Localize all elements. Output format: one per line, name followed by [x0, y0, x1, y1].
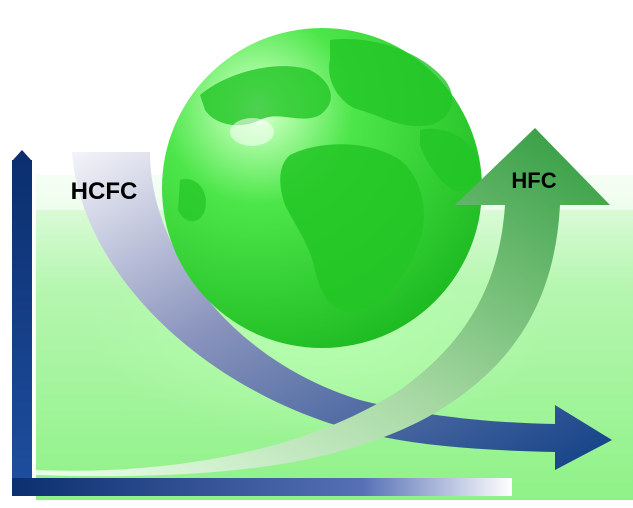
hcfc-label: HCFC: [71, 178, 138, 205]
hcfc-declining-arrow: [72, 152, 612, 470]
earth-globe-icon: [162, 28, 482, 348]
vertical-axis: [12, 150, 32, 496]
hfc-rising-arrow: [36, 128, 610, 477]
hfc-label: HFC: [511, 168, 556, 193]
horizontal-axis: [12, 478, 512, 496]
up-axis-arrow-icon: [13, 150, 31, 160]
